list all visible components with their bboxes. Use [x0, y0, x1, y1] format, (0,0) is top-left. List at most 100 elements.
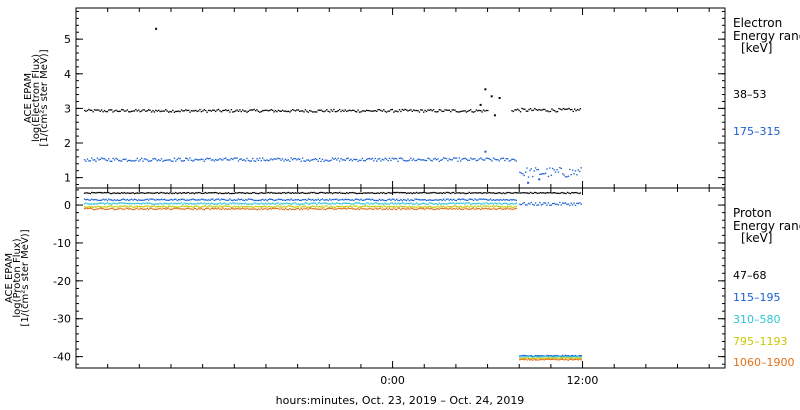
- proton-data-point: [368, 208, 371, 210]
- electron-data-point: [549, 167, 551, 169]
- proton-data-point: [159, 205, 161, 208]
- proton-data-point: [233, 192, 235, 195]
- electron-data-point: [206, 111, 208, 113]
- proton-data-point: [529, 358, 531, 360]
- proton-data-point: [199, 192, 201, 194]
- electron-outlier-point: [498, 97, 501, 99]
- proton-data-point: [393, 191, 395, 194]
- proton-data-point: [203, 209, 205, 211]
- proton-data-point: [195, 208, 197, 210]
- proton-data-point: [511, 202, 513, 204]
- electron-data-point: [388, 110, 391, 112]
- proton-data-point: [478, 205, 480, 208]
- electron-data-point: [98, 109, 100, 111]
- proton-data-point: [232, 199, 234, 202]
- proton-data-point: [495, 199, 497, 201]
- proton-data-point: [209, 209, 211, 211]
- proton-data-point: [515, 192, 517, 194]
- proton-data-point: [554, 359, 557, 361]
- proton-data-point: [393, 198, 395, 200]
- proton-data-point: [480, 198, 482, 200]
- electron-data-point: [187, 159, 190, 161]
- proton-data-point: [505, 206, 507, 208]
- proton-data-point: [477, 208, 479, 210]
- proton-data-point: [108, 205, 110, 207]
- proton-data-point: [363, 208, 365, 210]
- proton-data-point: [222, 198, 224, 200]
- proton-data-point: [438, 199, 440, 201]
- proton-data-point: [210, 202, 213, 204]
- proton-data-point: [165, 208, 167, 210]
- electron-data-point: [541, 109, 543, 111]
- proton-data-point: [186, 207, 188, 209]
- proton-data-point: [226, 203, 228, 205]
- proton-data-point: [378, 207, 381, 210]
- electron-data-point: [213, 109, 215, 111]
- proton-data-point: [165, 192, 167, 195]
- proton-data-point: [524, 357, 527, 359]
- proton-data-point: [378, 205, 381, 208]
- proton-data-point: [508, 191, 510, 194]
- electron-data-point: [371, 110, 374, 112]
- proton-data-point: [562, 202, 564, 204]
- proton-data-point: [173, 207, 176, 209]
- proton-data-point: [253, 208, 255, 210]
- electron-data-point: [505, 158, 507, 160]
- electron-data-point: [274, 158, 277, 160]
- electron-data-point: [357, 109, 359, 111]
- proton-data-point: [435, 199, 438, 201]
- electron-data-point: [414, 109, 416, 112]
- electron-data-point: [173, 157, 176, 159]
- proton-data-point: [253, 199, 255, 202]
- proton-data-point: [170, 198, 173, 201]
- proton-data-point: [465, 199, 468, 201]
- proton-ylabel-line-2: log(Proton Flux): [12, 238, 23, 317]
- electron-data-point: [487, 109, 489, 112]
- proton-data-point: [428, 208, 431, 210]
- proton-data-point: [357, 206, 359, 208]
- proton-data-point: [193, 199, 195, 201]
- electron-y-tick-label: 4: [64, 68, 71, 81]
- electron-legend-entry-38-53: 38–53: [733, 88, 767, 101]
- electron-data-point: [353, 158, 355, 160]
- proton-data-point: [316, 205, 318, 207]
- proton-data-point: [272, 192, 274, 194]
- proton-data-point: [289, 202, 291, 205]
- proton-data-point: [279, 192, 281, 194]
- proton-y-tick-label: -40: [53, 351, 71, 364]
- proton-data-point: [243, 208, 245, 210]
- electron-data-point: [227, 159, 230, 161]
- proton-data-point: [115, 202, 117, 205]
- proton-data-point: [119, 202, 121, 204]
- proton-data-point: [149, 206, 151, 208]
- proton-data-point: [307, 208, 309, 211]
- proton-data-point: [186, 192, 188, 194]
- proton-data-point: [390, 208, 392, 211]
- electron-data-point: [230, 157, 233, 160]
- proton-data-point: [293, 202, 295, 204]
- proton-data-point: [356, 208, 358, 210]
- proton-data-point: [262, 208, 264, 211]
- electron-data-point: [366, 158, 368, 161]
- electron-data-point: [532, 175, 534, 178]
- electron-data-point: [507, 158, 509, 160]
- proton-data-point: [264, 205, 267, 207]
- electron-data-point: [474, 158, 476, 160]
- proton-data-point: [193, 206, 195, 208]
- proton-data-point: [464, 205, 466, 207]
- electron-data-point: [222, 110, 224, 112]
- electron-data-point: [314, 111, 317, 113]
- electron-data-point: [391, 108, 393, 111]
- electron-data-point: [206, 157, 208, 159]
- proton-data-point: [530, 358, 532, 360]
- proton-data-point: [414, 192, 416, 194]
- proton-data-point: [524, 355, 527, 357]
- proton-data-point: [116, 208, 119, 210]
- proton-data-point: [464, 199, 466, 201]
- proton-data-point: [377, 199, 379, 202]
- proton-data-point: [321, 205, 324, 207]
- electron-data-point: [297, 109, 299, 111]
- proton-data-point: [326, 205, 328, 207]
- electron-data-point: [176, 110, 178, 113]
- proton-data-point: [165, 206, 167, 208]
